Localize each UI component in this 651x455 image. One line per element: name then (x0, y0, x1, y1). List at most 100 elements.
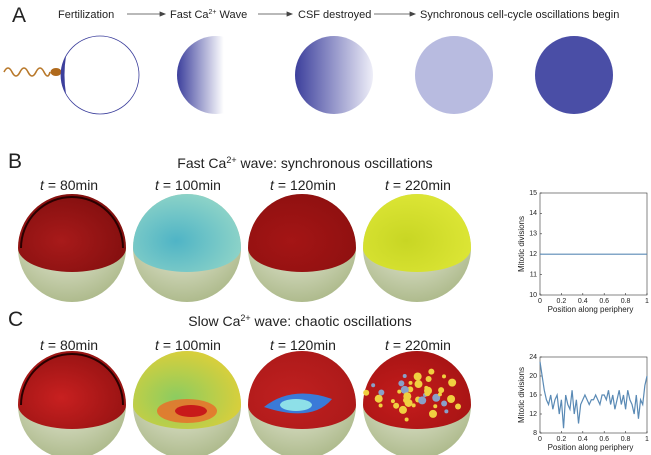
sphere-cap (363, 194, 471, 272)
sphere-cap (18, 194, 126, 272)
time-variable: t (155, 337, 160, 353)
pattern (448, 378, 457, 387)
pattern (408, 380, 413, 385)
sphere-cap (133, 194, 241, 272)
sphere (133, 194, 241, 302)
pattern (441, 400, 448, 407)
sphere (363, 351, 471, 455)
title-text: Slow Ca (188, 313, 240, 329)
y-tick-label: 10 (529, 292, 537, 299)
pattern (402, 373, 407, 378)
pattern (398, 380, 405, 387)
panel-title: Fast Ca2+ wave: synchronous oscillations (177, 155, 432, 171)
pattern (447, 394, 456, 403)
step-label: Fast Ca2+ Wave (170, 9, 247, 21)
time-variable: t (385, 177, 390, 193)
step-text: Fast Ca (170, 9, 209, 21)
step-label: CSF destroyed (298, 9, 371, 21)
data-line (539, 361, 648, 429)
time-variable: t (270, 177, 275, 193)
sphere-cap (363, 351, 471, 429)
time-label: t = 120min (270, 177, 336, 193)
step-text: Wave (217, 9, 248, 21)
time-label: t = 80min (40, 337, 98, 353)
x-tick-label: 1 (645, 436, 649, 443)
x-tick-label: 0.6 (599, 298, 609, 305)
cut-edge (20, 196, 124, 249)
sphere (248, 194, 356, 302)
superscript: 2+ (240, 313, 250, 323)
pattern (371, 383, 376, 388)
pattern (444, 409, 449, 414)
pattern (407, 386, 414, 393)
y-tick-label: 15 (529, 190, 537, 197)
sphere (248, 351, 356, 455)
y-tick-label: 20 (529, 373, 537, 380)
pattern (428, 409, 437, 418)
sphere-cap (248, 194, 356, 272)
y-tick-label: 24 (529, 354, 537, 361)
x-tick-label: 0.8 (621, 298, 631, 305)
pattern (418, 396, 427, 405)
pattern (428, 368, 435, 375)
pattern (413, 372, 422, 381)
pattern (404, 398, 413, 407)
x-axis-label: Position along periphery (548, 305, 634, 314)
pattern (378, 389, 385, 396)
pattern (280, 399, 312, 411)
pattern (424, 385, 429, 390)
title-text: wave: synchronous oscillations (237, 155, 433, 171)
pattern (393, 402, 400, 409)
time-variable: t (385, 337, 390, 353)
panel-title: Slow Ca2+ wave: chaotic oscillations (188, 313, 411, 329)
x-tick-label: 0.8 (621, 436, 631, 443)
time-variable: t (40, 337, 45, 353)
sphere (18, 351, 126, 455)
plot-frame (539, 192, 648, 296)
x-tick-label: 0 (538, 298, 542, 305)
y-tick-label: 13 (529, 231, 537, 238)
x-tick-label: 0.6 (599, 436, 609, 443)
pattern (404, 417, 409, 422)
pattern (397, 389, 402, 394)
sphere (18, 194, 126, 302)
sphere (363, 194, 471, 302)
time-label: t = 80min (40, 177, 98, 193)
time-label: t = 220min (385, 177, 451, 193)
sphere-cap (18, 351, 126, 429)
y-axis-label: Mitotic divisions (517, 367, 526, 423)
time-value: = 220min (393, 337, 451, 353)
pattern (398, 405, 407, 414)
time-value: = 120min (278, 337, 336, 353)
pattern (374, 394, 383, 403)
panel-label: C (8, 308, 23, 331)
y-tick-label: 16 (529, 392, 537, 399)
time-label: t = 100min (155, 337, 221, 353)
sphere (133, 351, 241, 455)
time-label: t = 220min (385, 337, 451, 353)
y-tick-label: 11 (530, 271, 537, 278)
y-tick-label: 12 (529, 411, 537, 418)
pattern (442, 374, 447, 379)
sphere-cap (248, 351, 356, 429)
pattern (378, 403, 383, 408)
time-variable: t (155, 177, 160, 193)
x-tick-label: 0 (538, 436, 542, 443)
panel-label: B (8, 150, 22, 173)
step-label: Synchronous cell-cycle oscillations begi… (420, 9, 619, 21)
pattern (403, 392, 412, 401)
time-label: t = 100min (155, 177, 221, 193)
time-label: t = 120min (270, 337, 336, 353)
time-value: = 100min (163, 177, 221, 193)
cut-edge (20, 353, 124, 406)
superscript: 2+ (209, 9, 217, 16)
pattern (363, 389, 370, 396)
y-tick-label: 14 (529, 210, 537, 217)
step-label: Fertilization (58, 9, 114, 21)
egg-row (3, 35, 613, 115)
pattern (432, 393, 441, 402)
pattern (437, 392, 442, 397)
pattern (425, 376, 432, 383)
y-axis-label: Mitotic divisions (517, 216, 526, 272)
